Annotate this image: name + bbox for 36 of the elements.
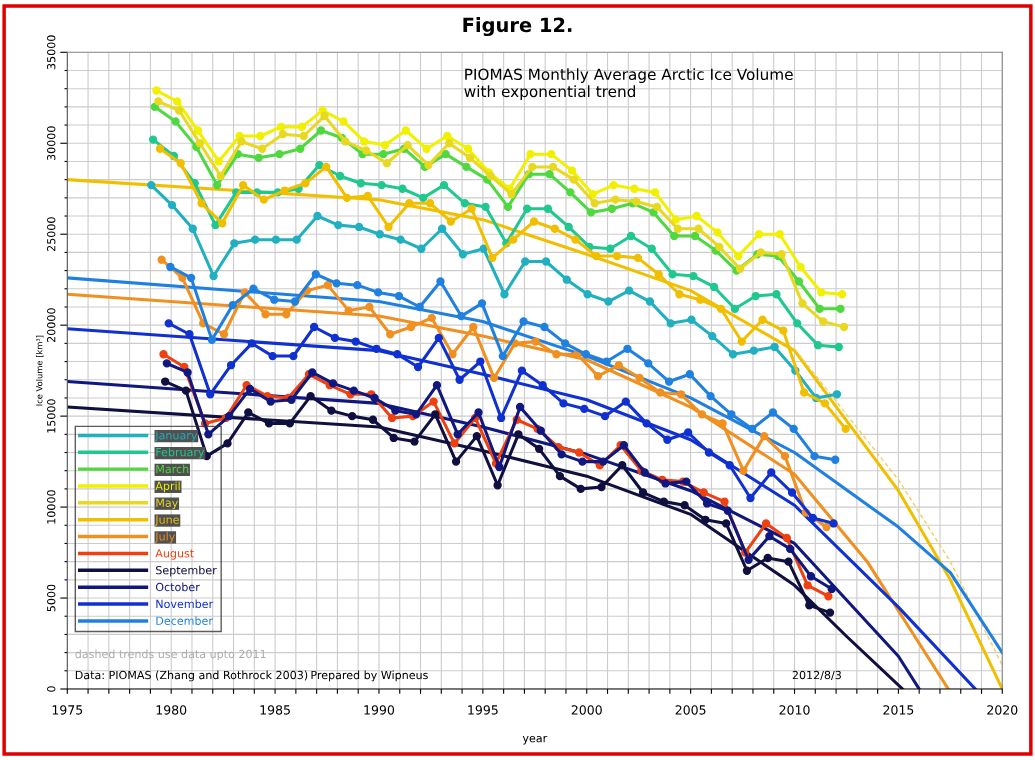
annotation: dashed trends use data upto 2011 — [75, 649, 266, 661]
text: October — [155, 582, 200, 592]
text: December — [156, 616, 213, 625]
text: April — [155, 481, 180, 493]
annotation: 2012/8/3 — [792, 670, 841, 681]
annotation: Data: PIOMAS (Zhang and Rothrock 2003) — [75, 670, 308, 682]
text: January — [154, 431, 198, 442]
y-tick-label: 15000 — [47, 399, 56, 433]
x-tick-label: 1985 — [260, 705, 290, 715]
text: May — [156, 498, 178, 510]
x-tick-label: 1975 — [52, 705, 83, 715]
x-tick-label: 2015 — [883, 705, 914, 715]
y-tick-label: 25000 — [47, 217, 56, 252]
text: February — [156, 447, 205, 459]
text: September — [156, 565, 217, 577]
text: November — [156, 599, 214, 609]
x-tick-label: 1990 — [364, 705, 395, 715]
y-tick-label: 10000 — [47, 490, 56, 524]
x-tick-label: 2020 — [987, 705, 1018, 715]
annotation: Prepared by Wipneus — [311, 670, 428, 682]
x-axis-title: year — [522, 735, 548, 745]
text: March — [156, 464, 189, 474]
y-tick-label: 5000 — [47, 584, 56, 612]
y-tick-label: 30000 — [47, 126, 56, 161]
chart-title: Figure 12. — [463, 17, 572, 37]
y-tick-label: 0 — [47, 686, 56, 692]
x-tick-label: 2005 — [675, 705, 706, 715]
y-tick-label: 35000 — [47, 35, 56, 70]
text: PIOMAS Monthly Average Arctic Ice Volume with exponential trend — [464, 68, 793, 101]
y-tick-label: 20000 — [47, 308, 56, 343]
x-tick-label: 1980 — [156, 705, 187, 715]
x-tick-label: 2000 — [571, 705, 602, 715]
x-tick-label: 2010 — [779, 705, 810, 715]
y-axis-title: Ice Volume [km³] — [35, 335, 44, 406]
text: August — [155, 549, 194, 560]
x-tick-label: 1995 — [468, 705, 498, 715]
